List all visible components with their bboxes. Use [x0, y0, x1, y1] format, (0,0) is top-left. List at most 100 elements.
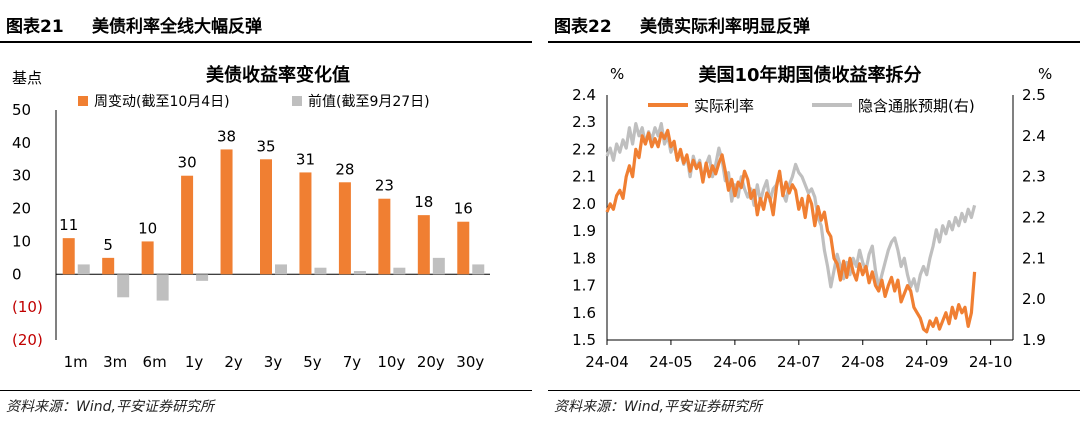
source-note: 资料来源：Wind,平安证券研究所 [554, 399, 762, 415]
source-note: 资料来源：Wind,平安证券研究所 [6, 399, 214, 415]
y-unit-label: 基点 [12, 69, 42, 87]
x-tick-label: 2y [224, 353, 243, 371]
header-rule [0, 41, 532, 43]
header-rule [548, 41, 1080, 43]
data-label: 10 [138, 219, 157, 237]
y-right-tick-label: 2.5 [1022, 86, 1046, 104]
figure-number: 图表22 [554, 17, 612, 37]
chart-title: 美国10年期国债收益率拆分 [698, 64, 921, 86]
y-left-tick-label: 1.5 [572, 331, 596, 349]
y-tick-label: 40 [12, 134, 31, 152]
legend-swatch [78, 96, 88, 106]
y-right-tick-label: 2.3 [1022, 168, 1046, 186]
data-label: 11 [59, 216, 78, 234]
y-right-tick-label: 2.1 [1022, 249, 1046, 267]
y-left-tick-label: 1.7 [572, 277, 596, 295]
y-left-tick-label: 2.3 [572, 113, 596, 131]
y-left-tick-label: 2.4 [572, 86, 596, 104]
x-tick-label: 7y [343, 353, 362, 371]
x-tick-label: 24-05 [649, 353, 693, 371]
data-label: 16 [454, 200, 473, 218]
x-tick-label: 1y [185, 353, 204, 371]
right-unit-label: % [1038, 65, 1052, 83]
y-tick-label: 50 [12, 101, 31, 119]
x-tick-label: 20y [417, 353, 445, 371]
figure-header: 图表21 美债利率全线大幅反弹 [0, 10, 532, 37]
bar-previous [117, 274, 130, 298]
x-tick-label: 30y [456, 353, 484, 371]
bar-weekly-change [378, 198, 391, 275]
bar-previous [77, 264, 90, 275]
y-left-tick-label: 1.9 [572, 222, 596, 240]
bar-weekly-change [62, 238, 75, 275]
bar-weekly-change [299, 172, 312, 275]
legend-label: 前值(截至9月27日) [308, 93, 430, 110]
bar-previous [275, 264, 287, 275]
y-left-tick-label: 2.2 [572, 140, 596, 158]
figure-22: 图表22 美债实际利率明显反弹 %% 美国10年期国债收益率拆分实际利率 隐含通胀预… [548, 0, 1080, 427]
bar-previous [314, 267, 327, 275]
data-label: 30 [178, 154, 197, 172]
y-tick-label: 10 [12, 232, 31, 250]
y-left-tick-label: 2.0 [572, 195, 596, 213]
bar-weekly-change [181, 175, 194, 275]
bar-previous [432, 257, 445, 275]
y-tick-label: 20 [12, 200, 31, 218]
y-right-tick-label: 2.4 [1022, 127, 1046, 145]
data-label: 5 [103, 236, 113, 254]
y-right-tick-label: 2.2 [1022, 209, 1046, 227]
x-tick-label: 3m [103, 353, 127, 371]
footer-rule [548, 390, 1080, 391]
figure-heading: 美债利率全线大幅反弹 [92, 17, 262, 37]
figure-header: 图表22 美债实际利率明显反弹 [548, 10, 1080, 37]
legend-label: 实际利率 [694, 97, 754, 115]
legend-label: 周变动(截至10月4日) [94, 94, 230, 110]
chart-title: 美债收益率变化值 [206, 64, 350, 86]
data-label: 28 [335, 160, 354, 178]
bar-previous [393, 267, 406, 275]
y-left-tick-label: 1.6 [572, 304, 596, 322]
y-tick-label: 0 [12, 265, 22, 283]
bar-weekly-change [457, 221, 470, 275]
bar-weekly-change [260, 159, 272, 275]
x-tick-label: 1m [64, 353, 88, 371]
figure-heading: 美债实际利率明显反弹 [640, 17, 810, 37]
x-tick-label: 6m [143, 353, 167, 371]
x-tick-label: 3y [264, 353, 283, 371]
data-label: 31 [296, 150, 315, 168]
series-line-breakeven-inflation [605, 122, 977, 293]
x-tick-label: 24-07 [777, 353, 821, 371]
x-tick-label: 24-09 [905, 353, 949, 371]
y-right-tick-label: 1.9 [1022, 331, 1046, 349]
y-right-tick-label: 2.0 [1022, 290, 1046, 308]
bar-weekly-change [338, 182, 351, 275]
x-tick-label: 24-04 [585, 353, 629, 371]
bar-previous [156, 274, 169, 301]
y-tick-label: (20) [12, 331, 43, 349]
y-left-tick-label: 1.8 [572, 249, 596, 267]
legend-label: 隐含通胀预期(右) [858, 97, 975, 115]
bar-weekly-change [417, 215, 430, 275]
bar-weekly-change [102, 257, 115, 275]
bar-previous [353, 271, 366, 275]
data-label: 38 [217, 127, 236, 145]
y-tick-label: (10) [12, 298, 43, 316]
x-tick-label: 24-10 [969, 353, 1013, 371]
x-tick-label: 5y [303, 353, 322, 371]
bar-weekly-change [220, 149, 233, 275]
data-label: 18 [414, 193, 433, 211]
x-tick-label: 10y [377, 353, 405, 371]
y-left-tick-label: 2.1 [572, 168, 596, 186]
bar-previous [196, 274, 209, 281]
footer-rule [0, 390, 532, 391]
legend-swatch [292, 96, 302, 106]
x-tick-label: 24-06 [713, 353, 757, 371]
figure-number: 图表21 [6, 17, 64, 37]
bar-previous [472, 264, 485, 275]
x-tick-label: 24-08 [841, 353, 885, 371]
left-unit-label: % [610, 65, 624, 83]
data-label: 23 [375, 177, 394, 195]
y-tick-label: 30 [12, 167, 31, 185]
